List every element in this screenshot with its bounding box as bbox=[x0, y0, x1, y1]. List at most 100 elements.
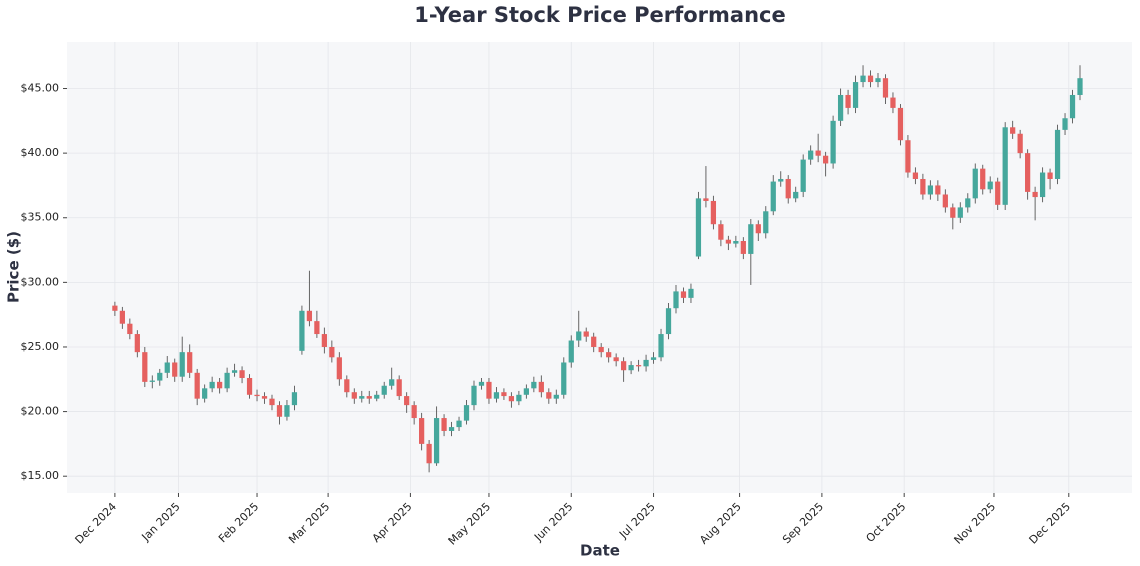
candle-body bbox=[785, 178, 791, 199]
x-tick-label: Dec 2024 bbox=[73, 500, 120, 547]
candle-body bbox=[441, 418, 447, 431]
candle-body bbox=[912, 172, 919, 179]
candle-body bbox=[905, 140, 911, 173]
candle-body bbox=[763, 211, 769, 234]
candle-body bbox=[860, 75, 866, 83]
candle-body bbox=[179, 352, 185, 377]
x-tick-label: Sep 2025 bbox=[780, 500, 826, 546]
candle-body bbox=[778, 178, 784, 182]
candle-body bbox=[366, 396, 372, 399]
candle-body bbox=[688, 288, 694, 298]
candle-body bbox=[351, 392, 357, 399]
candle-body bbox=[164, 362, 170, 373]
candle-body bbox=[852, 82, 859, 108]
candle-body bbox=[1017, 133, 1023, 154]
candle-body bbox=[613, 357, 619, 362]
y-tick-label: $35.00 bbox=[21, 211, 60, 224]
candle-body bbox=[710, 200, 717, 225]
candle-body bbox=[531, 381, 537, 389]
candle-body bbox=[673, 291, 679, 309]
y-tick-label: $15.00 bbox=[21, 469, 60, 482]
y-tick-label: $45.00 bbox=[21, 82, 60, 95]
candle-body bbox=[733, 241, 739, 244]
x-tick-label: Apr 2025 bbox=[370, 500, 415, 545]
candle-body bbox=[1077, 78, 1083, 95]
candle-body bbox=[703, 198, 709, 201]
candle-body bbox=[284, 405, 290, 417]
candle-body bbox=[448, 427, 455, 431]
candle-body bbox=[770, 181, 776, 212]
candle-body bbox=[920, 178, 926, 195]
candle-body bbox=[882, 78, 889, 98]
candle-body bbox=[239, 370, 245, 378]
candle-body bbox=[808, 150, 814, 160]
x-tick-label: Aug 2025 bbox=[697, 500, 744, 547]
x-tick-label: Oct 2025 bbox=[864, 500, 909, 545]
candle-body bbox=[1062, 118, 1068, 130]
candle-body bbox=[396, 379, 402, 397]
candle-body bbox=[142, 352, 148, 382]
candle-body bbox=[404, 396, 410, 406]
y-tick-label: $20.00 bbox=[21, 405, 60, 418]
candle-body bbox=[478, 381, 485, 386]
candle-body bbox=[830, 120, 836, 164]
candle-body bbox=[306, 310, 313, 322]
candle-body bbox=[202, 388, 208, 399]
y-tick-label: $25.00 bbox=[21, 340, 60, 353]
candle-body bbox=[1054, 129, 1061, 179]
candle-body bbox=[261, 396, 268, 399]
x-tick-label: Jun 2025 bbox=[531, 500, 575, 544]
candle-body bbox=[112, 305, 118, 311]
candle-body bbox=[680, 291, 687, 298]
candle-body bbox=[748, 224, 754, 254]
candle-body bbox=[725, 239, 731, 244]
candle-body bbox=[665, 308, 672, 335]
x-axis-label: Date bbox=[580, 542, 620, 560]
candle-body bbox=[583, 331, 589, 337]
candle-body bbox=[635, 365, 642, 367]
candle-body bbox=[867, 75, 874, 83]
candle-body bbox=[127, 323, 133, 335]
y-tick-label: $40.00 bbox=[21, 146, 60, 159]
candle-body bbox=[643, 359, 649, 367]
candle-body bbox=[134, 334, 140, 353]
candle-body bbox=[501, 392, 507, 397]
candle-body bbox=[740, 241, 746, 254]
candle-body bbox=[561, 362, 567, 395]
candle-body bbox=[1047, 172, 1053, 179]
x-tick-label: Nov 2025 bbox=[952, 500, 999, 547]
candle-body bbox=[246, 377, 253, 395]
candle-body bbox=[381, 385, 387, 395]
candle-body bbox=[1002, 127, 1008, 205]
candle-body bbox=[231, 370, 238, 373]
candle-body bbox=[553, 394, 559, 399]
candle-body bbox=[606, 352, 612, 358]
candle-body bbox=[658, 334, 664, 358]
x-tick-label: Feb 2025 bbox=[216, 500, 261, 545]
y-axis-label: Price ($) bbox=[5, 231, 23, 303]
candle-body bbox=[374, 394, 380, 399]
x-tick-label: May 2025 bbox=[446, 500, 494, 548]
candle-body bbox=[426, 443, 432, 464]
candle-body bbox=[890, 97, 896, 108]
candle-body bbox=[291, 392, 298, 406]
candle-body bbox=[329, 346, 335, 358]
candle-body bbox=[875, 78, 881, 83]
candle-body bbox=[411, 405, 417, 419]
candle-body bbox=[980, 168, 986, 190]
candle-body bbox=[695, 198, 702, 257]
candle-body bbox=[314, 321, 320, 335]
candle-body bbox=[486, 381, 492, 399]
candle-body bbox=[523, 388, 529, 395]
candle-body bbox=[493, 392, 500, 399]
candle-body bbox=[927, 185, 933, 195]
candle-body bbox=[823, 155, 829, 164]
candle-body bbox=[463, 405, 470, 421]
candle-body bbox=[650, 357, 657, 360]
candle-body bbox=[359, 396, 365, 399]
candle-body bbox=[1039, 172, 1046, 198]
candle-body bbox=[576, 331, 582, 341]
chart-title: 1-Year Stock Price Performance bbox=[414, 3, 785, 27]
candle-body bbox=[1032, 191, 1038, 198]
